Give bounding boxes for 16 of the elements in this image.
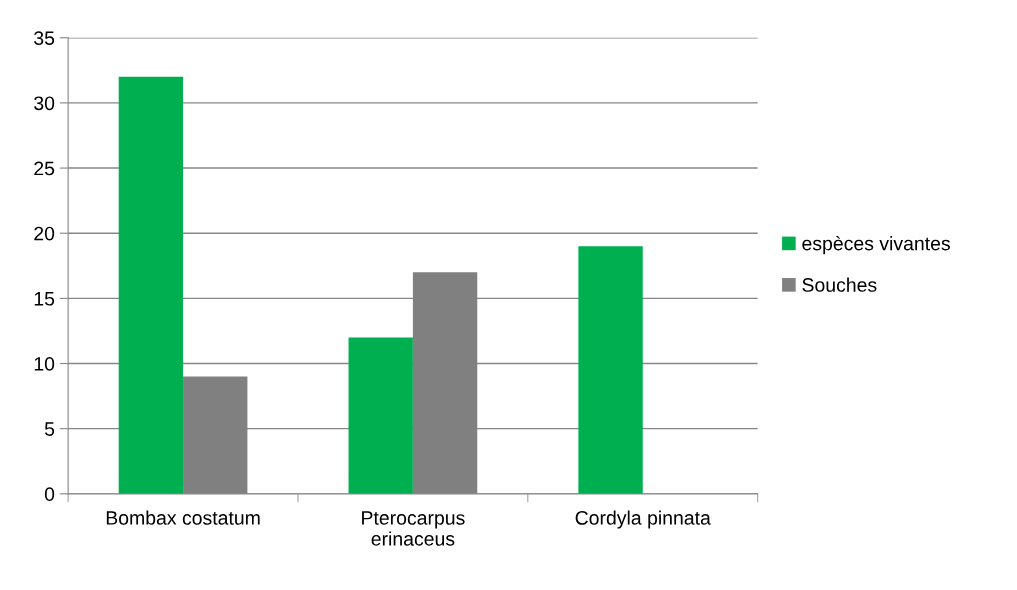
legend-label: Souches <box>802 277 877 292</box>
y-tick-label: 35 <box>34 31 55 45</box>
y-tick-label: 10 <box>34 356 55 371</box>
y-tick-label: 25 <box>34 161 55 176</box>
y-tick-label: 20 <box>34 226 55 241</box>
y-tick-label: 5 <box>44 422 55 436</box>
legend-label: espèces vivantes <box>802 235 950 255</box>
x-tick-label: Cordyla pinnata <box>575 510 711 529</box>
bar <box>578 246 643 494</box>
y-tick-label: 0 <box>44 487 55 502</box>
x-tick-label: Pterocarpus erinaceus <box>362 511 465 546</box>
x-tick-label: Bombax costatum <box>106 510 260 525</box>
bar <box>118 76 184 494</box>
bar <box>348 337 413 494</box>
y-tick-label: 15 <box>34 292 55 306</box>
y-tick-label: 30 <box>34 96 55 111</box>
